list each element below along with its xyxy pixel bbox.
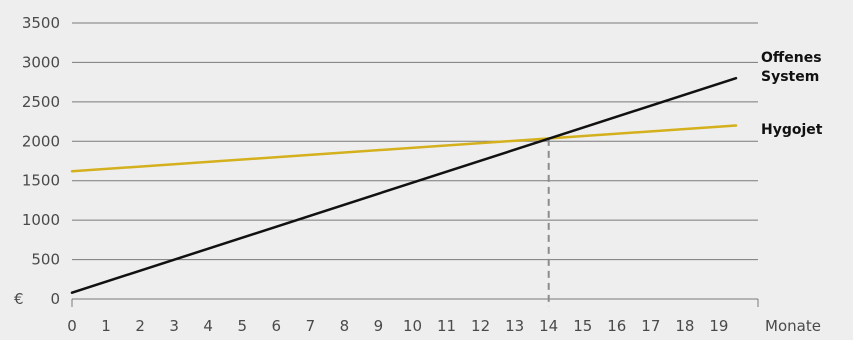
x-tick-label: 8 [340, 317, 350, 335]
offenes-system-label-line: Offenes [761, 50, 822, 66]
y-axis-unit-label: € [14, 290, 24, 308]
x-tick-label: 1 [101, 317, 111, 335]
x-tick-label: 14 [539, 317, 558, 335]
x-tick-label: 9 [374, 317, 384, 335]
y-tick-label: 3500 [22, 14, 60, 32]
x-tick-label: 4 [203, 317, 213, 335]
offenes-system-label: Offenes System [761, 50, 822, 85]
series-lines [70, 76, 738, 294]
y-tick-label: 1000 [22, 211, 60, 229]
x-tick-label: 19 [709, 317, 728, 335]
x-axis: 0 1 2 3 4 5 6 7 8 9 10 11 12 13 14 15 16 17 18 19 Monate [67, 298, 821, 335]
y-tick-label: 3000 [22, 53, 60, 71]
x-tick-label: 5 [237, 317, 247, 335]
x-tick-label: 2 [135, 317, 145, 335]
x-tick-label: 6 [272, 317, 282, 335]
y-tick-label: 2500 [22, 93, 60, 111]
x-tick-label: 17 [641, 317, 660, 335]
x-tick-label: 12 [471, 317, 490, 335]
hygojet-line [70, 124, 738, 173]
x-tick-label: 10 [403, 317, 422, 335]
y-tick-label: 0 [50, 290, 60, 308]
offenes-system-line [70, 76, 738, 294]
x-tick-label: 18 [675, 317, 694, 335]
grid-lines [72, 22, 758, 261]
x-tick-label: 7 [306, 317, 316, 335]
y-tick-label: 500 [31, 251, 60, 269]
x-tick-label: 13 [505, 317, 524, 335]
y-tick-label: 2000 [22, 132, 60, 150]
hygojet-label: Hygojet [761, 122, 823, 138]
x-tick-label: 0 [67, 317, 77, 335]
x-tick-label: 15 [573, 317, 592, 335]
x-axis-label: Monate [765, 317, 821, 335]
x-tick-label: 3 [169, 317, 179, 335]
hygojet-label-line: Hygojet [761, 122, 823, 138]
y-tick-label: 1500 [22, 172, 60, 190]
offenes-system-label-line: System [761, 69, 819, 85]
series-labels: Offenes System Hygojet [761, 50, 823, 138]
x-tick-label: 11 [437, 317, 456, 335]
y-axis: 0 500 1000 1500 2000 2500 3000 3500 € [14, 14, 60, 308]
x-tick-label: 16 [607, 317, 626, 335]
